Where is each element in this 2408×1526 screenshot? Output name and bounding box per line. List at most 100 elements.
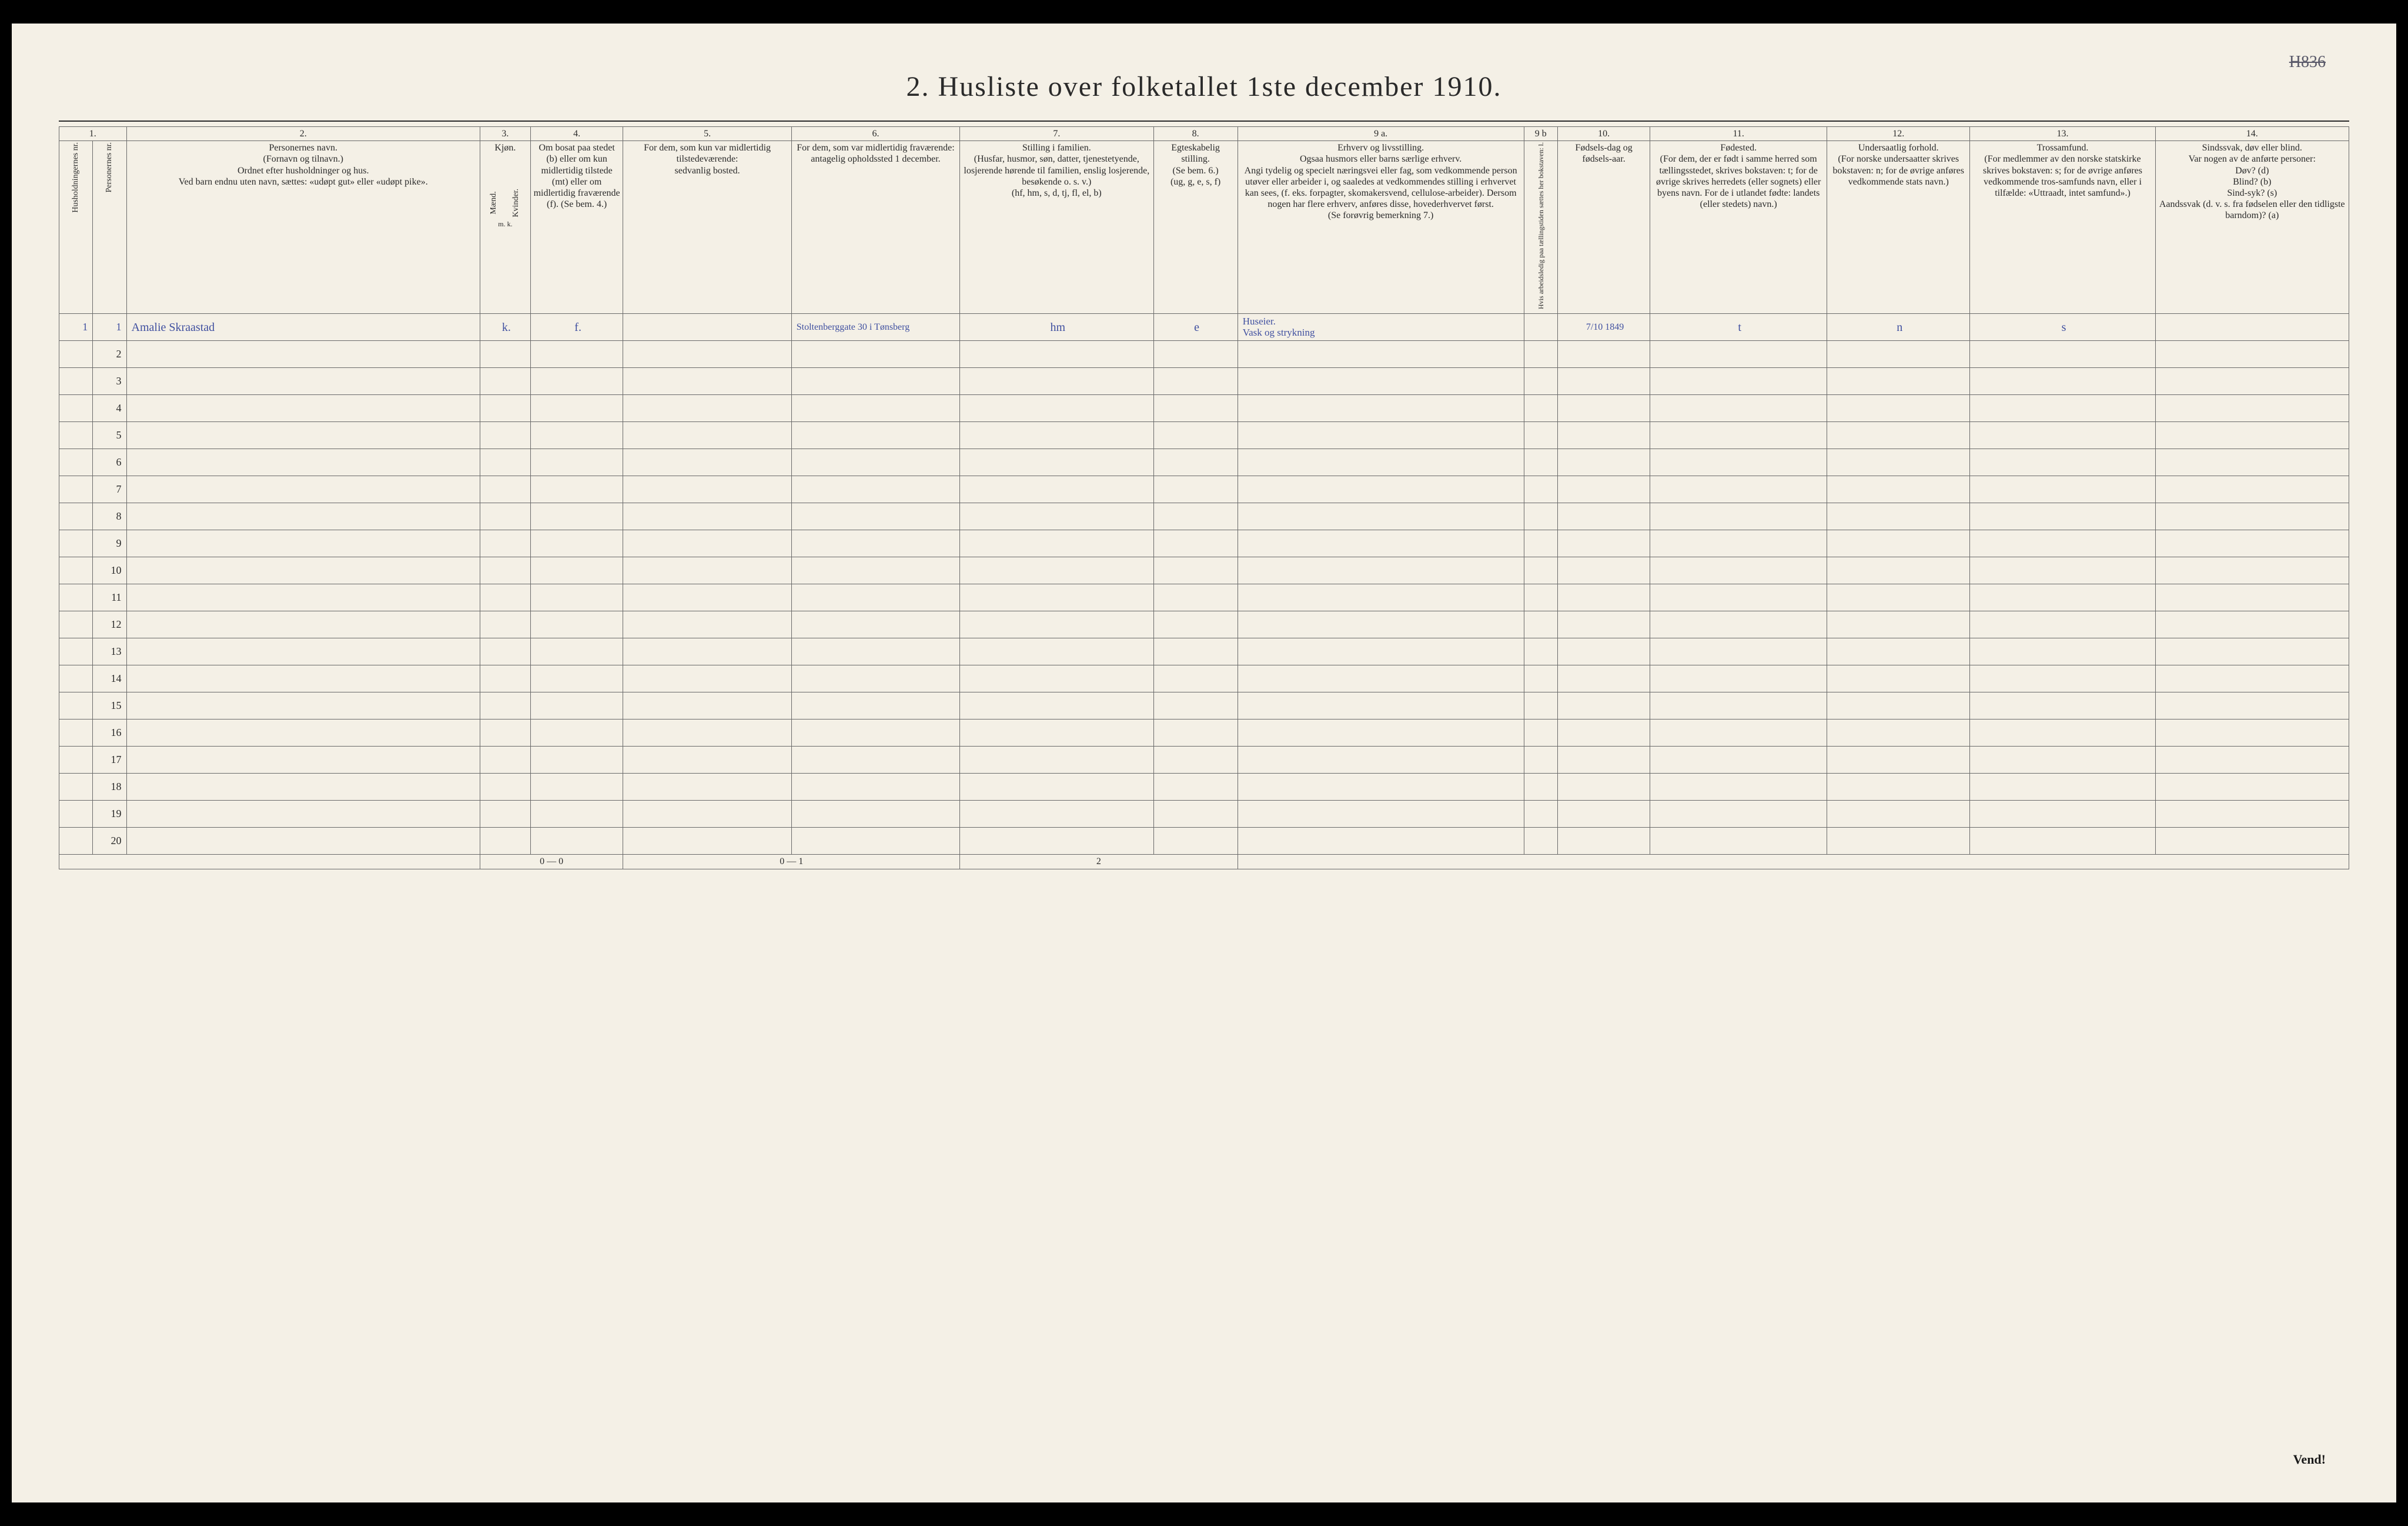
rownum: 13: [93, 638, 126, 665]
table-row: 1 1 Amalie Skraastad k. f. Stoltenbergga…: [59, 314, 2349, 341]
table-row: 8: [59, 503, 2349, 530]
header-11: Fødested. (For dem, der er født i samme …: [1650, 141, 1827, 314]
census-table: 1. 2. 3. 4. 5. 6. 7. 8. 9 a. 9 b 10. 11.…: [59, 126, 2349, 869]
colnum-3: 3.: [480, 127, 530, 141]
rownum: [59, 341, 93, 368]
header-8: Egteskabelig stilling. (Se bem. 6.) (ug,…: [1153, 141, 1238, 314]
header-7: Stilling i familien. (Husfar, husmor, sø…: [960, 141, 1153, 314]
table-row: 20: [59, 828, 2349, 855]
table-row: 2: [59, 341, 2349, 368]
rownum: 5: [93, 422, 126, 449]
footer-row: 0 — 0 0 — 1 2: [59, 855, 2349, 869]
rownum: 20: [93, 828, 126, 855]
header-13: Trossamfund. (For medlemmer av den norsk…: [1970, 141, 2155, 314]
table-row: 19: [59, 801, 2349, 828]
vend-label: Vend!: [2293, 1452, 2326, 1467]
colnum-8: 8.: [1153, 127, 1238, 141]
rownum: 2: [93, 341, 126, 368]
cell-name: Amalie Skraastad: [126, 314, 480, 341]
header-1b: Personernes nr.: [93, 141, 126, 314]
header-3-maend: Mænd.: [489, 189, 499, 217]
table-row: 7: [59, 476, 2349, 503]
header-3-mk: m. k.: [483, 220, 528, 228]
cell-bosat: f.: [530, 314, 623, 341]
scratch-annotation: H836: [2289, 53, 2326, 72]
cell-pers: 1: [93, 314, 126, 341]
cell-12: n: [1827, 314, 1970, 341]
cell-7: hm: [960, 314, 1153, 341]
header-9: Erhverv og livsstilling. Ogsaa husmors e…: [1238, 141, 1524, 314]
colnum-4: 4.: [530, 127, 623, 141]
rownum: 9: [93, 530, 126, 557]
rownum: 15: [93, 692, 126, 720]
rownum: 3: [93, 368, 126, 395]
cell-14: [2155, 314, 2349, 341]
rownum: 12: [93, 611, 126, 638]
colnum-10: 10.: [1557, 127, 1650, 141]
cell-11: t: [1650, 314, 1827, 341]
colnum-7: 7.: [960, 127, 1153, 141]
table-row: 17: [59, 747, 2349, 774]
header-4: Om bosat paa stedet (b) eller om kun mid…: [530, 141, 623, 314]
header-6: For dem, som var midlertidig fraværende:…: [791, 141, 959, 314]
footer-sum-1: 0 — 0: [480, 855, 623, 869]
colnum-13: 13.: [1970, 127, 2155, 141]
header-5: For dem, som kun var midlertidig tilsted…: [623, 141, 791, 314]
data-body: 1 1 Amalie Skraastad k. f. Stoltenbergga…: [59, 314, 2349, 855]
column-number-row: 1. 2. 3. 4. 5. 6. 7. 8. 9 a. 9 b 10. 11.…: [59, 127, 2349, 141]
colnum-2: 2.: [126, 127, 480, 141]
rownum: 17: [93, 747, 126, 774]
table-row: 3: [59, 368, 2349, 395]
header-9b: Hvis arbeidsledig paa tællingstiden sætt…: [1524, 141, 1557, 314]
page-title: 2. Husliste over folketallet 1ste decemb…: [59, 71, 2349, 103]
cell-8: e: [1153, 314, 1238, 341]
cell-10: 7/10 1849: [1557, 314, 1650, 341]
colnum-5: 5.: [623, 127, 791, 141]
rownum: 16: [93, 720, 126, 747]
table-row: 12: [59, 611, 2349, 638]
header-1a: Husholdningernes nr.: [59, 141, 93, 314]
table-row: 11: [59, 584, 2349, 611]
rownum: 11: [93, 584, 126, 611]
rownum: 10: [93, 557, 126, 584]
cell-13: s: [1970, 314, 2155, 341]
rownum: 19: [93, 801, 126, 828]
header-2: Personernes navn. (Fornavn og tilnavn.) …: [126, 141, 480, 314]
header-3: Kjøn. Mænd. Kvinder. m. k.: [480, 141, 530, 314]
colnum-12: 12.: [1827, 127, 1970, 141]
colnum-11: 11.: [1650, 127, 1827, 141]
cell-hush: 1: [59, 314, 93, 341]
census-page: H836 2. Husliste over folketallet 1ste d…: [12, 24, 2396, 1502]
table-row: 13: [59, 638, 2349, 665]
cell-9: Huseier. Vask og strykning: [1238, 314, 1524, 341]
cell-6: Stoltenberggate 30 i Tønsberg: [791, 314, 959, 341]
horizontal-rule: [59, 121, 2349, 122]
header-3-kvinder: Kvinder.: [511, 189, 521, 217]
table-row: 16: [59, 720, 2349, 747]
page-number: 2: [960, 855, 1238, 869]
table-row: 6: [59, 449, 2349, 476]
table-row: 9: [59, 530, 2349, 557]
rownum: 7: [93, 476, 126, 503]
colnum-14: 14.: [2155, 127, 2349, 141]
table-row: 18: [59, 774, 2349, 801]
colnum-9a: 9 a.: [1238, 127, 1524, 141]
cell-kj: k.: [480, 314, 530, 341]
colnum-1: 1.: [59, 127, 127, 141]
table-row: 10: [59, 557, 2349, 584]
header-3-title: Kjøn.: [483, 142, 528, 153]
rownum: 14: [93, 665, 126, 692]
table-row: 5: [59, 422, 2349, 449]
table-row: 4: [59, 395, 2349, 422]
colnum-6: 6.: [791, 127, 959, 141]
colnum-9b: 9 b: [1524, 127, 1557, 141]
header-row: Husholdningernes nr. Personernes nr. Per…: [59, 141, 2349, 314]
rownum: 6: [93, 449, 126, 476]
cell-5: [623, 314, 791, 341]
header-10: Fødsels-dag og fødsels-aar.: [1557, 141, 1650, 314]
rownum: 4: [93, 395, 126, 422]
footer-sum-2: 0 — 1: [623, 855, 960, 869]
cell-9b: [1524, 314, 1557, 341]
rownum: 8: [93, 503, 126, 530]
table-row: 15: [59, 692, 2349, 720]
